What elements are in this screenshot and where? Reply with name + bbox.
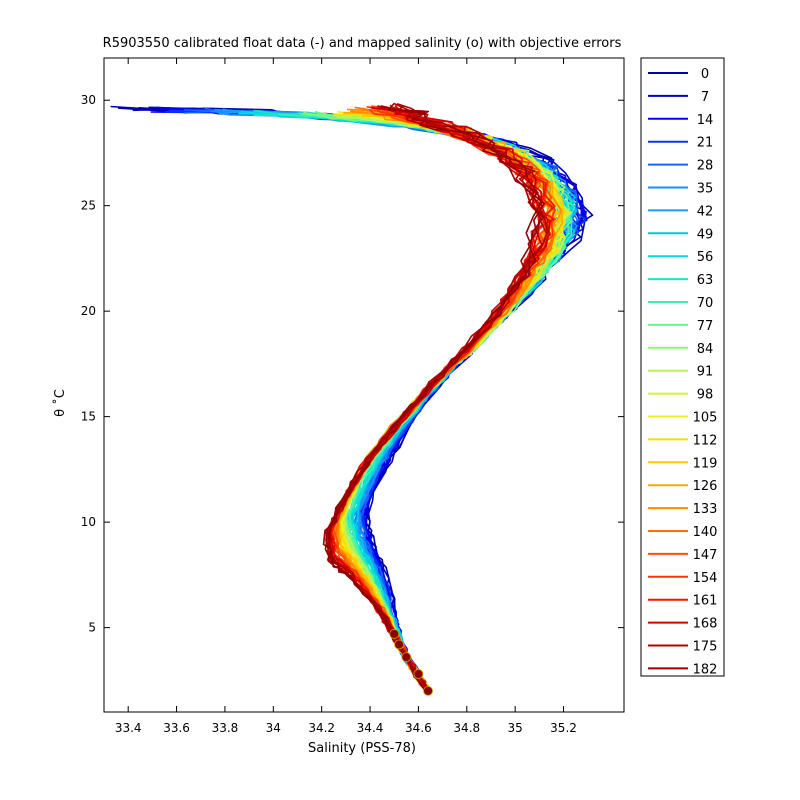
- legend-box: [640, 57, 725, 677]
- legend-label: 7: [701, 90, 709, 105]
- y-axis-ticks: 5 10 15 20 25 30: [81, 93, 624, 635]
- mapped-point: [401, 652, 412, 663]
- x-axis-label: Salinity (PSS-78): [308, 741, 416, 756]
- plot-area: 33.4 33.6 33.8 34 34.2 34.4 34.6 34.8 35 35.2 5 10…: [81, 57, 625, 735]
- legend-label: 140: [693, 525, 718, 540]
- x-axis-ticks: 33.4 33.6 33.8 34 34.2 34.4 34.6 34.8 35 35.2: [115, 58, 577, 735]
- legend-label: 63: [697, 273, 714, 288]
- mapped-point: [413, 669, 424, 679]
- legend-items: 0 7 14 21 28 35 42 49 56 63 70 77 84 91 98 105 112 119 126…: [648, 67, 717, 677]
- chart-title: R5903550 calibrated float data (-) and m…: [103, 36, 622, 51]
- legend-label: 119: [693, 456, 718, 471]
- legend-label: 168: [693, 617, 718, 632]
- y-tick-label: 5: [88, 621, 96, 635]
- y-tick-label: 30: [81, 93, 96, 107]
- mapped-point: [423, 686, 433, 696]
- x-tick-label: 33.4: [115, 721, 142, 735]
- mapped-point: [394, 639, 404, 650]
- legend-label: 70: [697, 296, 714, 311]
- legend-label: 14: [697, 113, 714, 128]
- legend-label: 21: [697, 136, 714, 151]
- legend-label: 77: [697, 319, 714, 334]
- legend-label: 49: [697, 227, 714, 242]
- x-tick-label: 35.2: [550, 721, 577, 735]
- legend-label: 98: [697, 388, 714, 403]
- legend-label: 105: [693, 411, 718, 426]
- legend-label: 112: [693, 433, 718, 448]
- legend-label: 133: [693, 502, 718, 517]
- x-tick-label: 35: [508, 721, 523, 735]
- y-tick-label: 15: [81, 410, 96, 424]
- legend-label: 0: [701, 67, 709, 82]
- y-tick-label: 25: [81, 199, 96, 213]
- legend-label: 126: [693, 479, 718, 494]
- mapped-point: [389, 629, 400, 639]
- series-line-175: [325, 103, 548, 694]
- series-layer: [110, 102, 594, 694]
- x-tick-label: 34.4: [357, 721, 384, 735]
- x-tick-label: 34.6: [405, 721, 432, 735]
- x-tick-label: 33.8: [212, 721, 239, 735]
- legend-label: 161: [693, 594, 718, 609]
- series-line-182: [322, 105, 545, 691]
- legend-label: 56: [697, 250, 714, 265]
- x-tick-label: 34: [266, 721, 281, 735]
- x-tick-label: 34.2: [308, 721, 335, 735]
- y-axis-label: θ ˚C: [52, 389, 68, 417]
- legend-label: 84: [697, 342, 714, 357]
- y-tick-label: 20: [81, 304, 96, 318]
- mapped-points-layer: [389, 629, 433, 696]
- legend-label: 42: [697, 204, 714, 219]
- legend-label: 91: [697, 365, 714, 380]
- x-tick-label: 34.8: [453, 721, 480, 735]
- legend-label: 147: [693, 548, 718, 563]
- y-tick-label: 10: [81, 515, 96, 529]
- legend-label: 182: [693, 662, 718, 677]
- legend: 0 7 14 21 28 35 42 49 56 63 70 77 84 91 98 105 112 119 126…: [640, 57, 725, 677]
- legend-label: 154: [693, 571, 718, 586]
- legend-label: 28: [697, 159, 714, 174]
- legend-label: 35: [697, 182, 714, 197]
- legend-label: 175: [693, 640, 718, 655]
- x-tick-label: 33.6: [163, 721, 190, 735]
